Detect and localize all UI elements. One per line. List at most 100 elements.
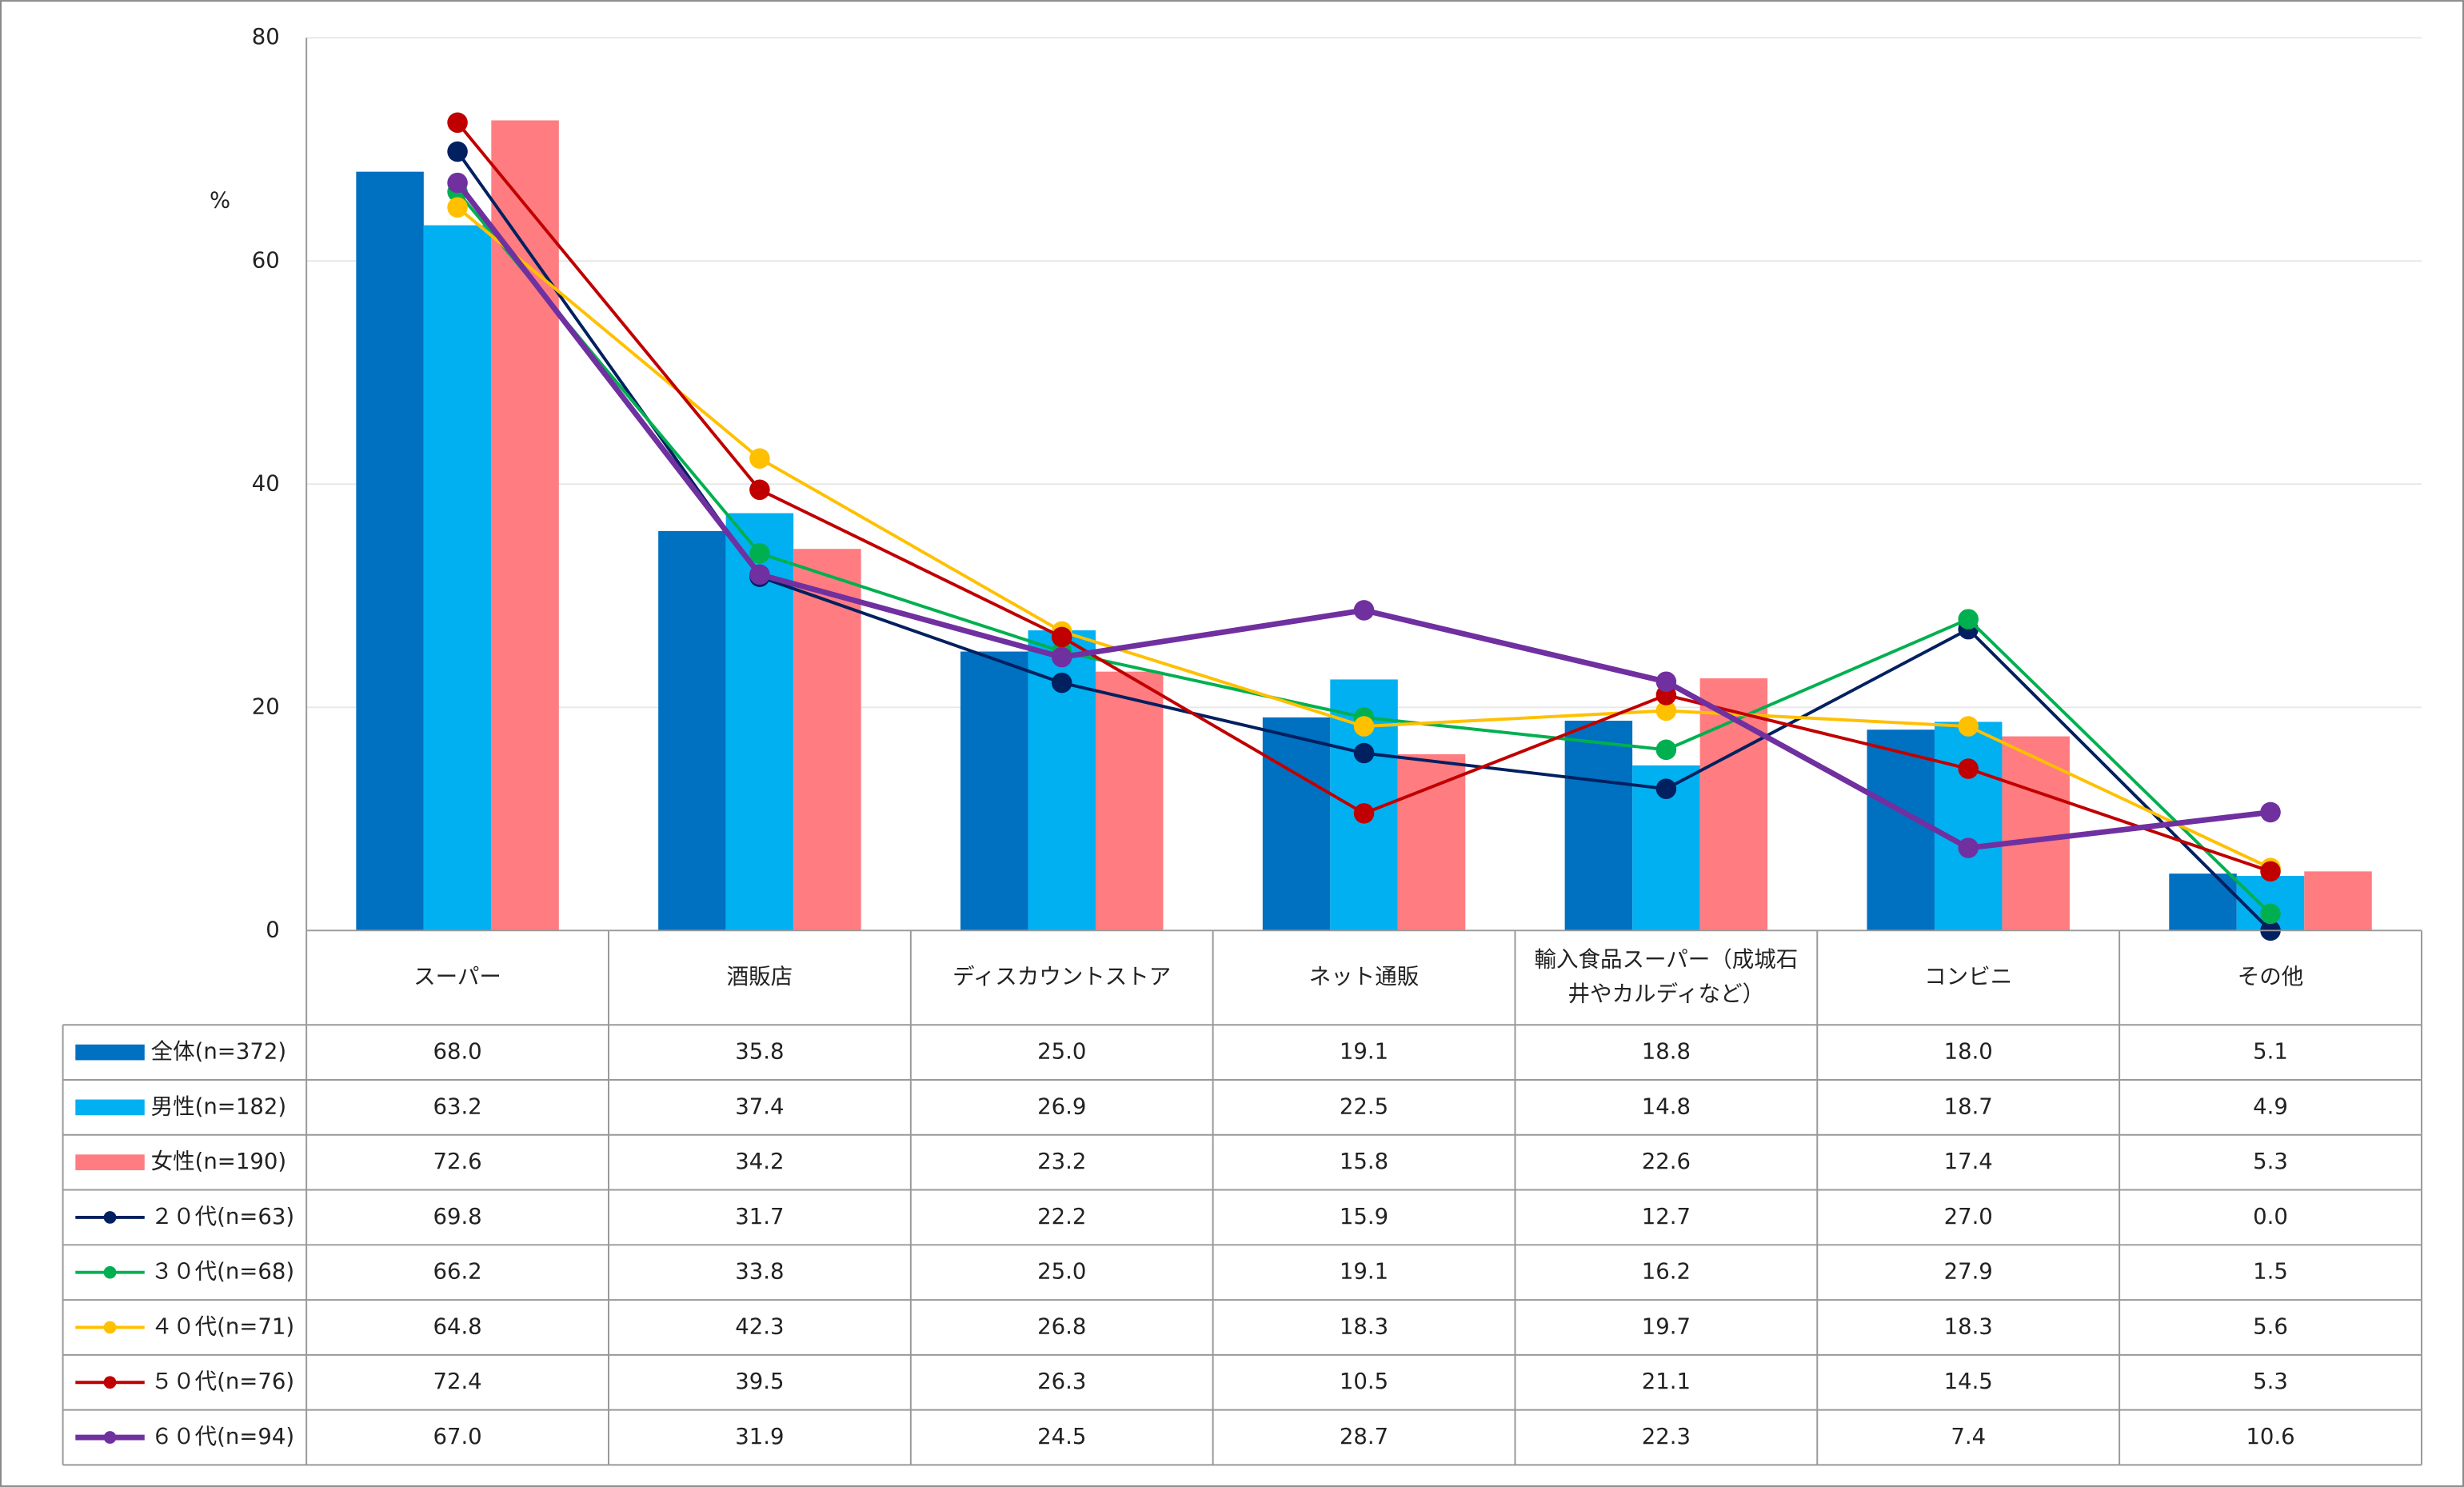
x-tick-label: 輸入食品スーパー（成城石井やカルディなど） [1534,947,1799,1008]
legend-marker [103,1376,117,1389]
table-value: 31.7 [735,1204,784,1229]
legend-swatch [75,1044,145,1061]
marker [1958,609,1979,630]
x-tick-label: ディスカウントストア [952,965,1172,990]
table-value: 66.2 [433,1259,481,1285]
bar [2002,736,2070,931]
table-value: 69.8 [433,1204,481,1229]
table-value: 26.8 [1037,1313,1086,1339]
legend-label: ４０代(n=71) [151,1313,294,1339]
marker [1353,742,1375,764]
table-value: 1.5 [2253,1259,2288,1285]
marker [1353,716,1375,737]
legend-label: ５０代(n=76) [151,1369,294,1394]
bar [1095,671,1164,931]
legend-swatch [75,1154,145,1170]
x-tick-label: 酒販店 [726,965,793,990]
table-value: 28.7 [1340,1424,1388,1449]
bar [793,549,861,931]
marker [749,448,770,469]
table-value: 16.2 [1642,1259,1691,1285]
y-tick-label: 80 [252,24,280,50]
table-value: 27.9 [1944,1259,1993,1285]
marker [1958,758,1979,779]
table-value: 68.0 [433,1039,481,1065]
table-value: 15.9 [1340,1204,1388,1229]
marker [1353,803,1375,824]
table-value: 25.0 [1037,1259,1086,1285]
marker [1958,716,1979,737]
x-tick-label: その他 [2237,965,2304,990]
bar [2169,873,2237,931]
table-value: 18.0 [1944,1039,1993,1065]
marker [2260,801,2281,823]
table-value: 39.5 [735,1369,784,1394]
table-value: 19.1 [1340,1259,1388,1285]
table-value: 18.7 [1944,1093,1993,1119]
table-value: 22.5 [1340,1093,1388,1119]
marker [2260,861,2281,882]
marker [749,479,770,501]
x-tick-label-box: ディスカウントストア [952,965,1172,990]
x-tick-label: スーパー [413,965,501,990]
bar [1934,722,2003,931]
y-tick-label: 0 [266,917,280,942]
legend-label: ６０代(n=94) [151,1424,294,1449]
marker [1353,600,1375,621]
y-tick-label: 40 [252,470,280,496]
marker [1655,739,1677,761]
y-tick-label: 60 [252,247,280,273]
marker [1655,700,1677,722]
x-tick-label-box: 輸入食品スーパー（成城石井やカルディなど） [1534,947,1799,1008]
table-value: 15.8 [1340,1149,1388,1174]
marker [1958,837,1979,858]
bar [2304,871,2372,931]
bar [1262,717,1331,931]
table-value: 72.4 [433,1369,481,1394]
table-value: 26.9 [1037,1093,1086,1119]
table-value: 67.0 [433,1424,481,1449]
table-value: 22.2 [1037,1204,1086,1229]
bar [658,530,726,931]
table-value: 10.5 [1340,1369,1388,1394]
x-tick-label-box: スーパー [413,965,501,990]
table-value: 0.0 [2253,1204,2288,1229]
legend-marker [103,1321,117,1334]
marker [749,564,770,586]
table-value: 14.5 [1944,1369,1993,1394]
x-tick-label-box: コンビニ [1924,965,2013,990]
table-value: 34.2 [735,1149,784,1174]
table-value: 17.4 [1944,1149,1993,1174]
bar [1564,721,1633,931]
table-value: 5.3 [2253,1149,2288,1174]
marker [1655,671,1677,692]
table-value: 37.4 [735,1093,784,1119]
table-value: 23.2 [1037,1149,1086,1174]
marker [1051,672,1072,694]
table-value: 42.3 [735,1313,784,1339]
bar [1867,730,1935,931]
legend-label: ３０代(n=68) [151,1259,294,1285]
marker [447,172,468,194]
marker [1051,626,1072,648]
table-value: 7.4 [1951,1424,1986,1449]
x-tick-label-box: その他 [2237,965,2304,990]
x-tick-label-box: 酒販店 [726,965,793,990]
legend-swatch [75,1099,145,1116]
table-value: 64.8 [433,1313,481,1339]
x-tick-label: コンビニ [1924,965,2013,990]
legend-marker [103,1265,117,1279]
table-value: 22.6 [1642,1149,1691,1174]
marker [1051,646,1072,668]
bar [491,120,559,931]
table-value: 5.3 [2253,1369,2288,1394]
table-value: 33.8 [735,1259,784,1285]
table-value: 19.7 [1642,1313,1691,1339]
table-value: 35.8 [735,1039,784,1065]
legend-label: 男性(n=182) [151,1093,286,1119]
legend-label: ２０代(n=63) [151,1204,294,1229]
legend-label: 女性(n=190) [151,1149,286,1174]
table-value: 72.6 [433,1149,481,1174]
table-value: 18.3 [1944,1313,1993,1339]
